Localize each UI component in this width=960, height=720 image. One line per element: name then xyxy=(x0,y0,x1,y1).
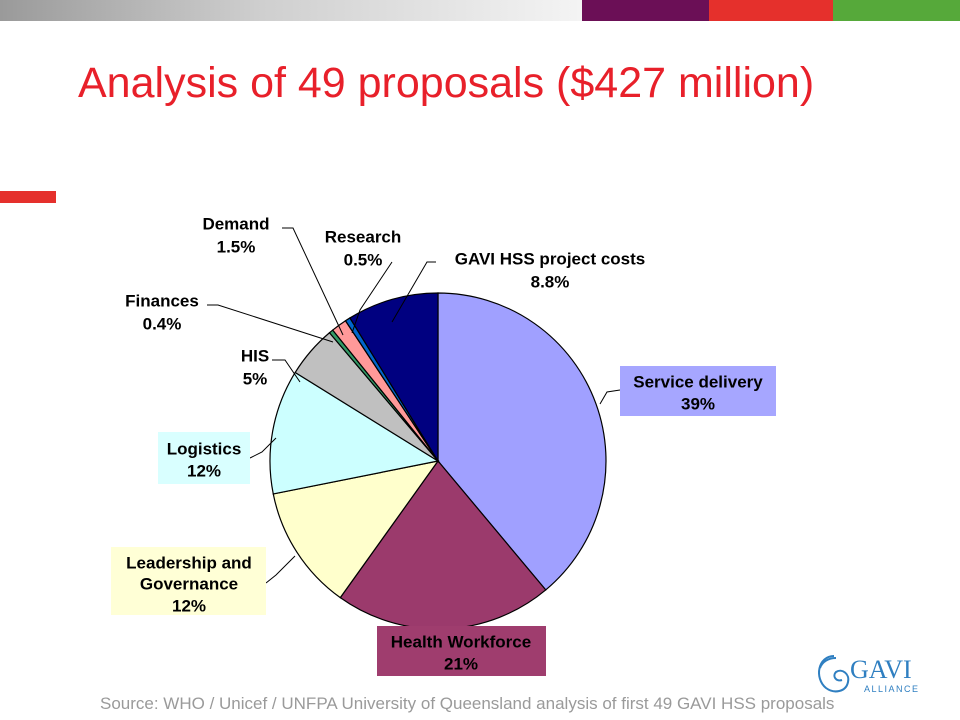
svg-text:ALLIANCE: ALLIANCE xyxy=(864,684,920,694)
value-label-logistics: 12% xyxy=(187,461,221,480)
label-box-health-workforce xyxy=(377,626,546,676)
pie-slice-leadership-and-governance xyxy=(272,460,440,599)
leader-line-service-delivery xyxy=(599,389,621,405)
value-label-gavi-hss-project-costs: 8.8% xyxy=(531,272,570,291)
category-label-leadership-and-governance: Leadership and xyxy=(126,553,252,572)
leader-line-his xyxy=(272,359,301,383)
pie-slice-gavi-hss-project-costs xyxy=(349,292,439,464)
header-gradient-bar xyxy=(0,0,582,21)
category-label-demand: Demand xyxy=(202,214,269,233)
leader-line-finances xyxy=(207,304,334,343)
value-label-service-delivery: 39% xyxy=(681,394,715,413)
pie-slice-logistics xyxy=(269,371,440,495)
gavi-alliance-logo: GAVI ALLIANCE xyxy=(818,655,920,694)
category-label-logistics: Logistics xyxy=(167,439,242,458)
header-color-block-purple xyxy=(582,0,709,21)
label-box-service-delivery xyxy=(620,366,776,416)
left-accent-bar xyxy=(0,191,56,203)
category-label-his: HIS xyxy=(241,346,269,365)
value-label-his: 5% xyxy=(243,369,268,388)
pie-slice-service-delivery xyxy=(437,292,607,591)
category-label-research: Research xyxy=(325,227,402,246)
value-label-research: 0.5% xyxy=(344,250,383,269)
header-color-block-green xyxy=(833,0,960,21)
category-label-leadership-and-governance: Governance xyxy=(140,574,238,593)
category-label-finances: Finances xyxy=(125,291,199,310)
label-box-logistics xyxy=(158,432,250,484)
value-label-health-workforce: 21% xyxy=(444,654,478,673)
leader-line-logistics xyxy=(249,437,277,459)
slide-title: Analysis of 49 proposals ($427 million) xyxy=(78,59,815,107)
leader-line-gavi-hss-project-costs xyxy=(391,261,436,323)
value-label-demand: 1.5% xyxy=(217,237,256,256)
header-color-block-red xyxy=(709,0,833,21)
leader-line-research xyxy=(351,261,393,334)
leader-line-demand xyxy=(282,227,344,336)
value-label-leadership-and-governance: 12% xyxy=(172,596,206,615)
svg-text:GAVI: GAVI xyxy=(850,655,912,684)
leader-line-leadership-and-governance xyxy=(265,555,296,584)
category-label-health-workforce: Health Workforce xyxy=(391,632,531,651)
label-box-leadership-and-governance xyxy=(111,547,266,615)
source-note: Source: WHO / Unicef / UNFPA University … xyxy=(100,694,835,713)
value-label-finances: 0.4% xyxy=(143,314,182,333)
category-label-service-delivery: Service delivery xyxy=(633,372,763,391)
category-label-gavi-hss-project-costs: GAVI HSS project costs xyxy=(455,249,646,268)
